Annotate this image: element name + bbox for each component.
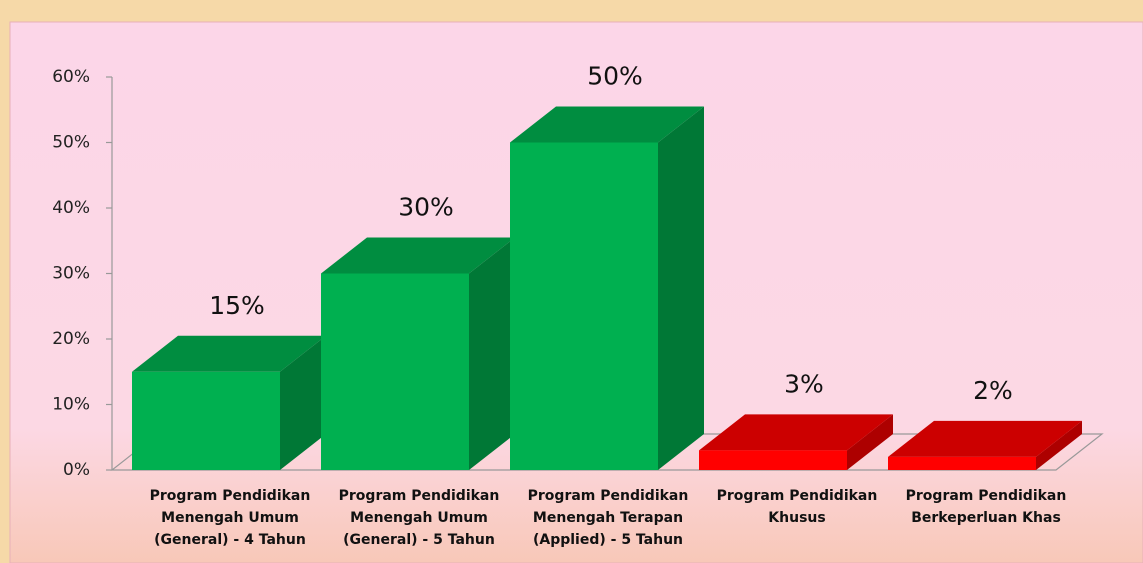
y-tick-label: 40% — [52, 198, 90, 218]
x-tick-label: Program Pendidikan — [717, 488, 878, 504]
bar-front — [321, 273, 469, 470]
bar — [321, 237, 515, 470]
bar-side — [847, 414, 893, 470]
bar — [132, 335, 326, 470]
bar-front — [699, 450, 847, 470]
x-tick-label: Program Pendidikan — [528, 488, 689, 504]
bar-side — [1036, 420, 1082, 470]
x-tick-label: Program Pendidikan — [150, 488, 311, 504]
x-tick-label: (General) - 4 Tahun — [154, 532, 306, 548]
x-tick-label: Menengah Terapan — [533, 510, 683, 526]
y-tick-label: 20% — [52, 329, 90, 349]
bar-front — [132, 371, 280, 470]
bar-side — [280, 335, 326, 470]
bar-front — [510, 142, 658, 470]
y-tick-label: 60% — [52, 67, 90, 87]
x-tick-label: (Applied) - 5 Tahun — [533, 532, 683, 548]
bar-top — [888, 420, 1082, 457]
y-tick-label: 10% — [52, 395, 90, 415]
x-tick-label: Program Pendidikan — [906, 488, 1067, 504]
value-label: 50% — [587, 62, 643, 91]
y-tick-label: 30% — [52, 264, 90, 284]
bar-top — [132, 335, 326, 372]
x-tick-label: Khusus — [768, 510, 825, 526]
x-tick-label: Berkeperluan Khas — [911, 510, 1061, 526]
value-label: 30% — [398, 193, 454, 222]
bar-top — [321, 237, 515, 274]
x-tick-label: Program Pendidikan — [339, 488, 500, 504]
plot: 0% 10% 20% 30% 40% 50% 60% 15% Program Pendidika… — [52, 62, 1104, 548]
value-label: 2% — [973, 376, 1013, 405]
bar — [888, 420, 1082, 470]
bar-front — [888, 456, 1036, 470]
x-tick-label: Menengah Umum — [161, 510, 299, 526]
bar-top — [510, 106, 704, 143]
y-tick-label: 0% — [63, 460, 90, 480]
value-label: 3% — [784, 369, 824, 398]
x-tick-label: Menengah Umum — [350, 510, 488, 526]
bar-side — [469, 237, 515, 470]
x-tick-label: (General) - 5 Tahun — [343, 532, 495, 548]
y-tick-label: 50% — [52, 133, 90, 153]
bar-side — [658, 106, 704, 470]
bar — [510, 106, 704, 470]
bar — [699, 414, 893, 470]
bar-top — [699, 414, 893, 451]
value-label: 15% — [209, 291, 265, 320]
